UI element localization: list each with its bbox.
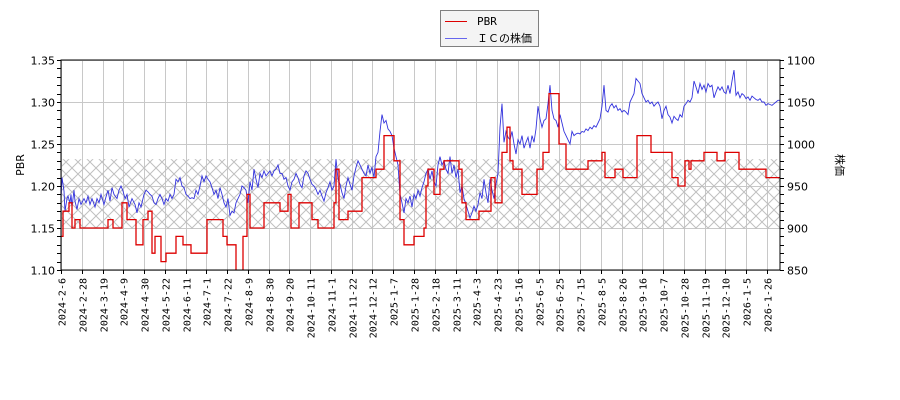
- x-tick-label: 2024-3-19: [100, 278, 111, 332]
- y-left-tick-label: 1.35: [31, 55, 56, 68]
- x-tick-label: 2025-10-28: [681, 278, 692, 338]
- pbr-series-line: [61, 92, 780, 270]
- y-left-tick-label: 1.10: [31, 265, 56, 278]
- price-series-line: [61, 69, 780, 220]
- x-tick-label: 2024-8-30: [266, 278, 277, 332]
- x-tick-label: 2024-5-22: [162, 278, 173, 332]
- x-tick-label: 2025-8-26: [619, 278, 630, 332]
- left-y-axis: 1.10 1.15 1.20 1.25 1.30 1.35: [31, 55, 61, 278]
- legend-swatch-red: [445, 20, 467, 22]
- x-tick-label: 2024-4-30: [141, 278, 152, 332]
- x-tick-label: 2025-6-5: [536, 278, 547, 326]
- y-left-tick-label: 1.30: [31, 97, 56, 110]
- x-tick-label: 2024-8-9: [245, 278, 256, 326]
- x-tick-label: 2024-6-11: [183, 278, 194, 332]
- plot-frame: [60, 59, 781, 271]
- y-left-tick-label: 1.20: [31, 181, 56, 194]
- right-axis-title: 株価: [833, 154, 847, 176]
- y-right-tick-label: 1100: [787, 55, 815, 68]
- x-tick-label: 2024-2-28: [79, 278, 90, 332]
- x-tick-label: 2025-12-10: [722, 278, 733, 338]
- x-tick-label: 2024-4-9: [120, 278, 131, 326]
- x-tick-label: 2024-7-1: [203, 278, 214, 326]
- legend: PBR ＩＣの株価: [440, 10, 539, 47]
- legend-label-price: ＩＣの株価: [477, 32, 532, 45]
- x-tick-label: 2025-4-23: [494, 278, 505, 332]
- legend-label-pbr: PBR: [477, 14, 497, 28]
- x-tick-label: 2025-6-25: [556, 278, 567, 332]
- x-tick-label: 2024-12-12: [369, 278, 380, 338]
- x-tick-label: 2026-1-5: [743, 278, 754, 326]
- x-tick-label: 2026-1-26: [764, 278, 775, 332]
- x-tick-label: 2024-2-6: [58, 278, 69, 326]
- x-tick-label: 2024-7-22: [224, 278, 235, 332]
- x-tick-label: 2025-4-3: [473, 278, 484, 326]
- y-left-tick-label: 1.15: [31, 223, 56, 236]
- x-tick-label: 2025-1-28: [411, 278, 422, 332]
- x-tick-label: 2025-7-15: [577, 278, 588, 332]
- y-right-tick-label: 850: [787, 265, 808, 278]
- legend-entry-price: ＩＣの株価: [445, 30, 532, 46]
- y-right-tick-label: 1000: [787, 139, 815, 152]
- legend-swatch-blue: [445, 37, 467, 39]
- x-tick-label: 2025-1-7: [390, 278, 401, 326]
- right-y-axis: 850 900 950 1000 1050 1100: [780, 55, 815, 278]
- x-tick-label: 2025-8-5: [598, 278, 609, 326]
- x-tick-label: 2025-2-18: [432, 278, 443, 332]
- y-left-tick-label: 1.25: [31, 139, 56, 152]
- x-tick-label: 2025-10-7: [660, 278, 671, 332]
- x-tick-label: 2024-11-1: [328, 278, 339, 332]
- y-right-tick-label: 900: [787, 223, 808, 236]
- y-right-tick-label: 1050: [787, 97, 815, 110]
- x-axis: 2024-2-6 2024-2-28 2024-3-19 2024-4-9 2024-4…: [58, 270, 775, 338]
- x-tick-label: 2024-9-20: [286, 278, 297, 332]
- x-tick-label: 2025-11-19: [702, 278, 713, 338]
- y-right-tick-label: 950: [787, 181, 808, 194]
- legend-entry-pbr: PBR: [445, 13, 497, 29]
- left-axis-title: PBR: [14, 154, 27, 176]
- x-tick-label: 2025-5-16: [515, 278, 526, 332]
- x-tick-label: 2024-11-22: [349, 278, 360, 338]
- x-tick-label: 2025-3-11: [453, 278, 464, 332]
- x-tick-label: 2025-9-16: [639, 278, 650, 332]
- x-tick-label: 2024-10-11: [307, 278, 318, 338]
